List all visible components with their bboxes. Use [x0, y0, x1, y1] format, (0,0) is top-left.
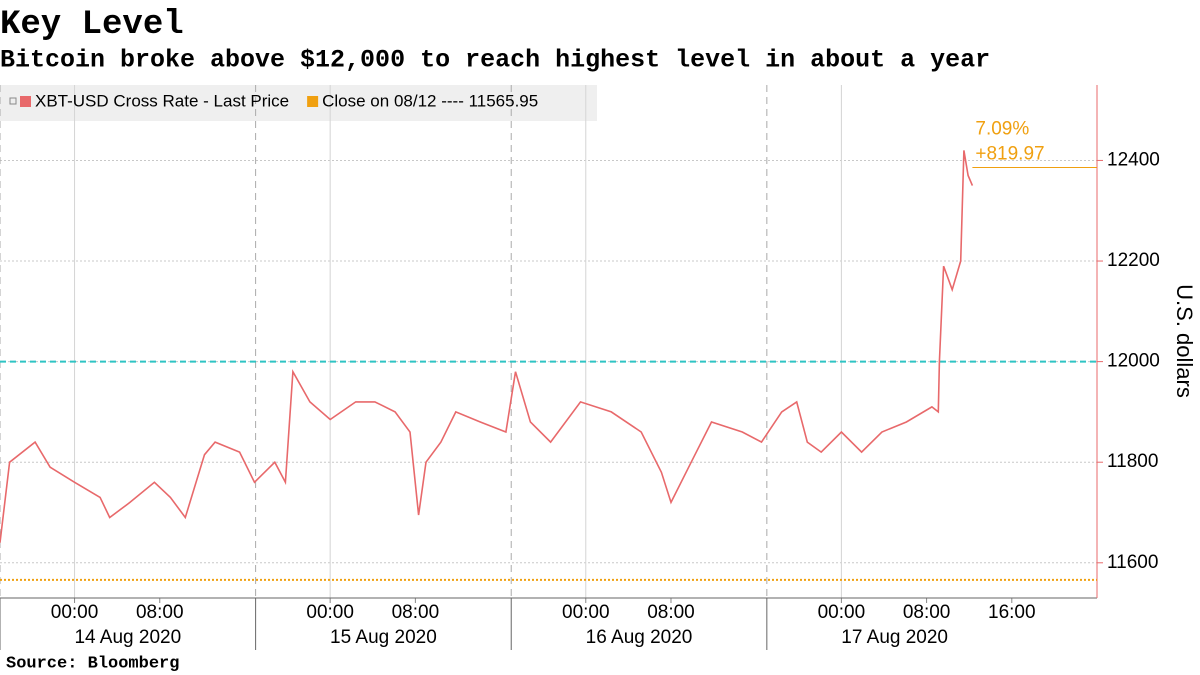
y-tick-label: 11600 [1107, 552, 1158, 573]
x-tick-label: 08:00 [903, 602, 951, 623]
legend-swatch [307, 96, 319, 107]
price-line [0, 150, 974, 543]
x-tick-label: 08:00 [136, 602, 184, 623]
x-tick-label: 00:00 [51, 602, 99, 623]
legend-icon [9, 97, 17, 105]
day-label: 17 Aug 2020 [841, 627, 948, 648]
change-label: +819.97 [975, 144, 1044, 165]
y-axis-label: U.S. dollars [1172, 284, 1197, 398]
x-tick-label: 00:00 [306, 602, 354, 623]
x-tick-label: 08:00 [392, 602, 440, 623]
x-tick-label: 08:00 [647, 602, 695, 623]
chart-subtitle: Bitcoin broke above $12,000 to reach hig… [0, 46, 990, 75]
x-tick-label: 00:00 [562, 602, 610, 623]
y-tick-label: 12200 [1107, 250, 1160, 271]
y-tick-label: 12000 [1107, 351, 1160, 372]
legend-swatch [20, 96, 31, 107]
x-tick-label: 00:00 [818, 602, 866, 623]
day-label: 14 Aug 2020 [74, 627, 181, 648]
x-tick-label: 16:00 [988, 602, 1036, 623]
day-label: 16 Aug 2020 [586, 627, 693, 648]
legend-box [0, 85, 597, 121]
change-pct-label: 7.09% [975, 119, 1029, 140]
y-tick-label: 12400 [1107, 149, 1160, 170]
source: Source: Bloomberg [6, 654, 179, 673]
day-label: 15 Aug 2020 [330, 627, 437, 648]
y-tick-label: 11800 [1107, 451, 1158, 472]
legend-label: XBT-USD Cross Rate - Last Price [35, 91, 289, 110]
chart-title: Key Level [0, 6, 184, 44]
legend-label: Close on 08/12 ---- 11565.95 [322, 91, 538, 110]
